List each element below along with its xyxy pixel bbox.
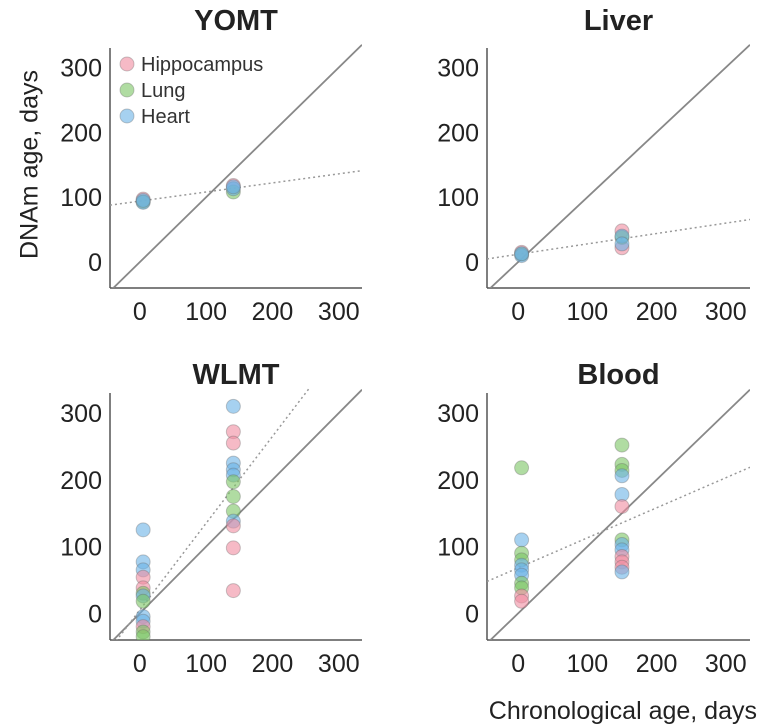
data-point-hippocampus <box>514 593 530 609</box>
identity-line <box>112 44 362 288</box>
y-tick-label: 200 <box>60 467 102 495</box>
panel-title: Liver <box>584 5 653 37</box>
panel-blood: Blood 0 0 100 100 200 200 300 300 <box>437 359 750 678</box>
legend-label: Hippocampus <box>141 54 263 76</box>
data-point-hippocampus <box>225 518 241 534</box>
data-point-heart <box>614 236 630 252</box>
data-point-lung <box>514 460 530 476</box>
y-tick-label: 0 <box>88 600 102 628</box>
plot-area <box>487 389 750 640</box>
legend: Hippocampus Lung Heart <box>119 54 263 128</box>
y-tick-label: 0 <box>465 249 479 277</box>
x-tick-label: 0 <box>511 650 525 678</box>
y-tick-label: 100 <box>437 534 479 562</box>
x-tick-label: 300 <box>705 298 747 326</box>
data-point-lung <box>225 474 241 490</box>
data-point-lung <box>135 593 151 609</box>
x-tick-label: 200 <box>636 650 678 678</box>
data-point-heart <box>225 398 241 414</box>
x-tick-label: 100 <box>566 298 608 326</box>
data-point-heart <box>514 246 530 262</box>
x-tick-label: 300 <box>318 298 360 326</box>
y-tick-label: 300 <box>437 400 479 428</box>
x-tick-label: 100 <box>566 650 608 678</box>
data-point-hippocampus <box>225 583 241 599</box>
data-point-heart <box>614 468 630 484</box>
data-point-hippocampus <box>614 498 630 514</box>
x-tick-label: 100 <box>185 298 227 326</box>
y-tick-label: 100 <box>437 184 479 212</box>
panel-title: WLMT <box>193 359 280 391</box>
x-tick-label: 100 <box>185 650 227 678</box>
x-tick-label: 200 <box>252 650 294 678</box>
data-point-lung <box>135 629 151 640</box>
legend-marker-hippocampus <box>119 56 135 72</box>
x-tick-label: 300 <box>318 650 360 678</box>
y-tick-label: 300 <box>437 54 479 82</box>
x-axis-label: Chronological age, days <box>488 697 757 725</box>
panel-wlmt: WLMT 0 0 100 100 200 200 300 300 <box>60 359 362 678</box>
y-tick-label: 0 <box>88 249 102 277</box>
x-tick-label: 0 <box>133 650 147 678</box>
y-tick-label: 100 <box>60 184 102 212</box>
data-point-lung <box>614 437 630 453</box>
data-point-hippocampus <box>225 540 241 556</box>
y-tick-label: 0 <box>465 600 479 628</box>
legend-marker-lung <box>119 82 135 98</box>
x-tick-label: 200 <box>252 298 294 326</box>
panel-liver: Liver 0 0 100 100 200 200 300 300 <box>437 5 750 326</box>
data-point-heart <box>135 522 151 538</box>
x-tick-label: 0 <box>133 298 147 326</box>
y-tick-label: 300 <box>60 400 102 428</box>
identity-line <box>489 389 750 640</box>
data-point-hippocampus <box>225 435 241 451</box>
plot-area <box>487 44 750 288</box>
y-tick-label: 200 <box>437 119 479 147</box>
data-point-heart <box>225 179 241 195</box>
regression-line <box>110 169 362 206</box>
legend-marker-heart <box>119 108 135 124</box>
legend-label: Heart <box>141 106 190 128</box>
x-tick-label: 200 <box>636 298 678 326</box>
plot-area <box>112 388 362 640</box>
data-point-heart <box>614 564 630 580</box>
data-point-lung <box>225 488 241 504</box>
regression-line <box>487 218 750 260</box>
data-point-heart <box>514 532 530 548</box>
panel-yomt: YOMT 0 0 100 100 200 200 300 300 <box>60 5 362 326</box>
panel-title: Blood <box>577 359 659 391</box>
y-tick-label: 300 <box>60 54 102 82</box>
y-tick-label: 100 <box>60 534 102 562</box>
identity-line <box>489 44 750 288</box>
panel-title: YOMT <box>194 5 278 37</box>
plot-area <box>110 44 362 288</box>
data-point-heart <box>135 192 151 208</box>
x-tick-label: 300 <box>705 650 747 678</box>
y-tick-label: 200 <box>60 119 102 147</box>
x-tick-label: 0 <box>511 298 525 326</box>
y-axis-label: DNAm age, days <box>15 70 44 259</box>
legend-label: Lung <box>141 80 186 102</box>
y-tick-label: 200 <box>437 467 479 495</box>
